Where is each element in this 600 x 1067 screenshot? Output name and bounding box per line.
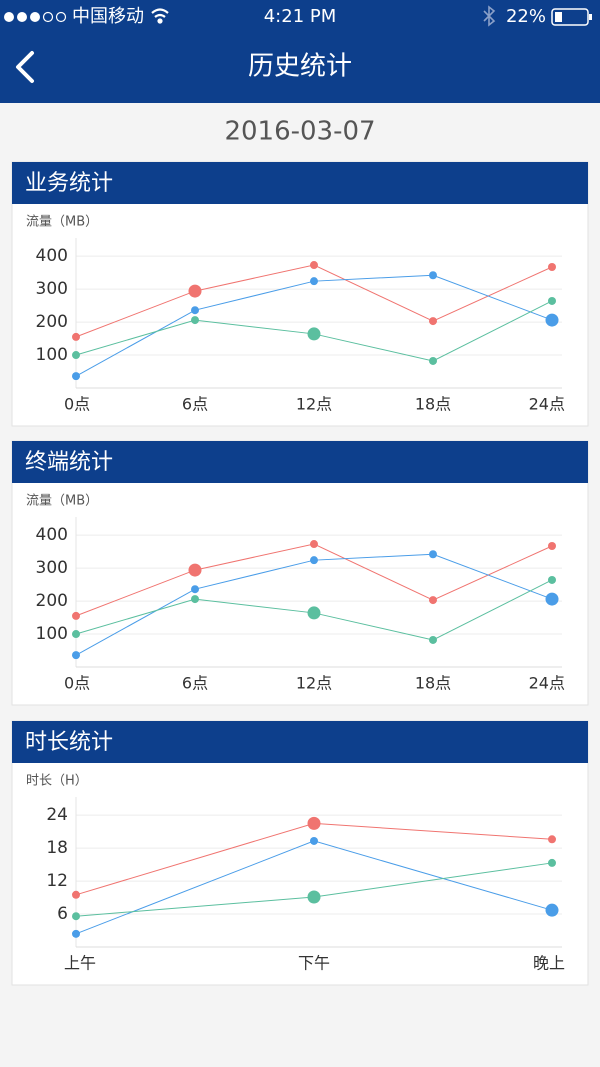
data-point [429,271,437,280]
y-axis-title: 时长（H） [26,774,88,789]
data-point [429,550,437,559]
x-tick-label: 24点 [529,674,565,693]
x-tick-label: 0点 [64,674,90,693]
x-tick-label: 晚上 [533,954,565,973]
data-point [307,606,321,620]
data-point [72,630,80,639]
card-title: 时长统计 [25,730,113,755]
data-point [72,372,80,381]
data-point [548,575,556,584]
data-point [72,912,80,921]
data-point [429,356,437,365]
data-point [545,903,559,917]
y-tick-label: 12 [46,871,68,891]
x-tick-label: 下午 [298,954,330,973]
data-point [72,611,80,620]
data-point [307,890,321,904]
x-tick-label: 18点 [415,674,451,693]
y-tick-label: 24 [46,805,68,825]
data-point [548,263,556,272]
bluetooth-icon [483,5,496,27]
x-tick-label: 24点 [529,395,565,414]
x-tick-label: 0点 [64,395,90,414]
y-axis-title: 流量（MB） [26,215,98,230]
y-tick-label: 18 [46,838,68,858]
y-tick-label: 400 [36,525,68,545]
data-point [307,816,321,830]
y-tick-label: 400 [36,246,68,266]
data-point [191,306,199,315]
data-point [310,277,318,286]
data-point [188,284,202,298]
y-axis-title: 流量（MB） [26,494,98,509]
x-tick-label: 6点 [182,395,208,414]
clock: 4:21 PM [264,6,337,27]
data-point [429,596,437,605]
battery-percent: 22% [506,6,546,27]
carrier: 中国移动 [72,6,144,27]
data-point [310,556,318,565]
data-point [548,835,556,844]
data-point [72,890,80,899]
x-tick-label: 12点 [296,674,332,693]
y-tick-label: 300 [36,558,68,578]
data-point [72,351,80,360]
card-header [12,721,588,763]
data-point [548,542,556,551]
data-point [191,316,199,325]
data-point [72,332,80,341]
data-point [429,317,437,326]
data-point [545,313,559,327]
y-tick-label: 100 [36,345,68,365]
data-point [72,929,80,938]
x-tick-label: 18点 [415,395,451,414]
data-point [191,595,199,604]
data-point [548,296,556,305]
card-title: 终端统计 [25,450,113,475]
y-tick-label: 200 [36,312,68,332]
data-point [188,563,202,577]
battery-icon [551,8,592,26]
card [11,720,589,986]
y-tick-label: 300 [36,279,68,299]
data-point [545,592,559,606]
x-tick-label: 12点 [296,395,332,414]
card-header [12,441,588,483]
card-header [12,162,588,204]
back-button[interactable] [16,51,34,83]
x-tick-label: 6点 [182,674,208,693]
signal-icon [4,11,67,23]
page-title: 历史统计 [248,52,352,82]
top-bar [0,0,600,103]
data-point [429,635,437,644]
data-point [72,651,80,660]
data-point [310,261,318,270]
y-tick-label: 100 [36,624,68,644]
card-title: 业务统计 [25,171,113,196]
data-point [310,540,318,549]
x-tick-label: 上午 [64,954,96,973]
y-tick-label: 6 [57,904,68,924]
data-point [310,836,318,845]
y-tick-label: 200 [36,591,68,611]
data-point [548,858,556,867]
data-point [191,585,199,594]
date: 2016-03-07 [224,117,375,147]
data-point [307,327,321,341]
wifi-icon [151,8,169,24]
